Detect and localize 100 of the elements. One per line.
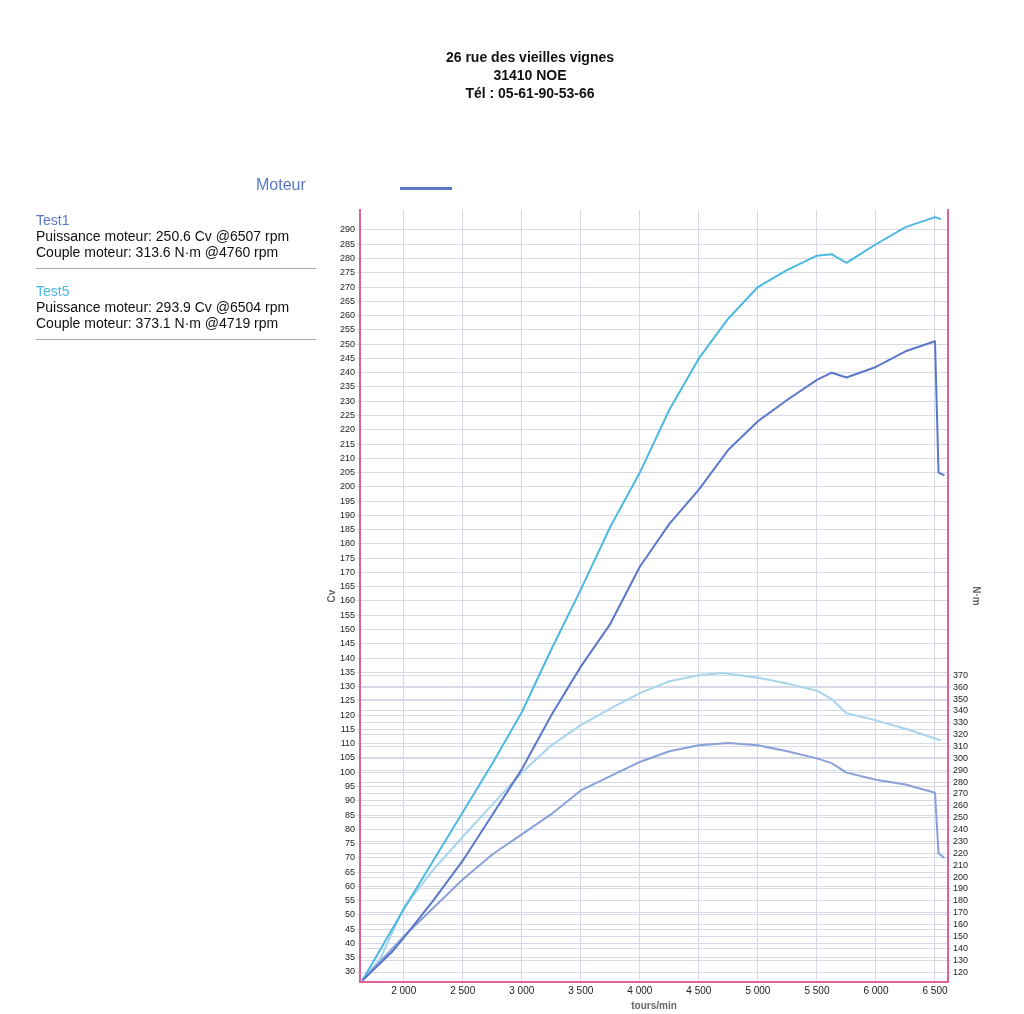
x-tick-label: 5 000 bbox=[745, 984, 771, 996]
y2-tick-label: 170 bbox=[952, 907, 969, 918]
y2-tick-label: 150 bbox=[952, 930, 969, 941]
x-axis-title: tours/min bbox=[631, 999, 677, 1011]
y-tick-label: 285 bbox=[339, 238, 356, 249]
y-tick-label: 240 bbox=[339, 367, 356, 378]
y-tick-label: 60 bbox=[345, 880, 356, 891]
x-tick-label: 2 500 bbox=[450, 984, 476, 996]
y-tick-label: 80 bbox=[345, 823, 356, 834]
y2-tick-label: 120 bbox=[952, 966, 969, 977]
y-tick-label: 180 bbox=[339, 538, 356, 549]
y-tick-label: 245 bbox=[339, 352, 356, 363]
y-axis-title: Cv bbox=[325, 589, 337, 603]
y-tick-label: 220 bbox=[339, 424, 356, 435]
y-tick-label: 225 bbox=[339, 409, 356, 420]
y-tick-label: 275 bbox=[339, 267, 356, 278]
y-tick-label: 105 bbox=[339, 752, 356, 763]
y2-tick-label: 220 bbox=[952, 847, 969, 858]
y-tick-label: 95 bbox=[345, 780, 356, 791]
y2-tick-label: 270 bbox=[952, 788, 969, 799]
x-tick-label: 6 500 bbox=[922, 984, 948, 996]
y-tick-label: 175 bbox=[339, 552, 356, 563]
y2-tick-label: 250 bbox=[952, 812, 969, 823]
y2-tick-label: 310 bbox=[952, 740, 969, 751]
y-tick-label: 115 bbox=[340, 723, 356, 734]
y-tick-label: 195 bbox=[339, 495, 356, 506]
y-tick-label: 70 bbox=[345, 852, 356, 863]
y2-tick-label: 290 bbox=[952, 764, 969, 775]
x-tick-label: 5 500 bbox=[804, 984, 830, 996]
y2-tick-label: 140 bbox=[952, 942, 969, 953]
x-tick-label: 4 000 bbox=[627, 984, 653, 996]
y2-tick-label: 260 bbox=[952, 800, 969, 811]
y2-tick-label: 350 bbox=[952, 693, 969, 704]
x-tick-label: 3 500 bbox=[568, 984, 594, 996]
y2-axis-title: N·m bbox=[971, 586, 983, 606]
y-tick-label: 140 bbox=[339, 652, 356, 663]
y-tick-label: 250 bbox=[339, 338, 356, 349]
y2-tick-label: 370 bbox=[952, 669, 969, 680]
x-tick-label: 3 000 bbox=[509, 984, 535, 996]
y-tick-label: 130 bbox=[339, 681, 356, 692]
y-tick-label: 90 bbox=[345, 795, 356, 806]
y2-tick-label: 230 bbox=[952, 835, 969, 846]
y-tick-label: 55 bbox=[345, 895, 356, 906]
y-tick-label: 75 bbox=[345, 838, 356, 849]
y2-tick-label: 300 bbox=[952, 752, 969, 763]
y2-tick-label: 320 bbox=[952, 729, 969, 740]
y-tick-label: 145 bbox=[339, 638, 356, 649]
y2-tick-label: 340 bbox=[952, 705, 969, 716]
y2-tick-label: 280 bbox=[952, 776, 969, 787]
y-tick-label: 135 bbox=[339, 666, 356, 677]
text: Test5 bbox=[36, 283, 71, 299]
y-tick-label: 185 bbox=[339, 524, 356, 535]
y-tick-label: 265 bbox=[339, 295, 356, 306]
y-tick-label: 160 bbox=[339, 595, 356, 606]
y-tick-label: 100 bbox=[339, 766, 356, 777]
text: Test1 bbox=[36, 212, 71, 228]
y-tick-label: 280 bbox=[339, 253, 356, 263]
y2-tick-label: 240 bbox=[952, 824, 969, 835]
y-tick-label: 270 bbox=[339, 281, 356, 292]
y-tick-label: 210 bbox=[339, 452, 356, 463]
y-tick-label: 45 bbox=[345, 923, 356, 934]
y-tick-label: 125 bbox=[339, 695, 356, 706]
y-tick-label: 170 bbox=[339, 566, 356, 577]
x-tick-label: 2 000 bbox=[391, 984, 417, 996]
y2-tick-label: 330 bbox=[952, 717, 969, 728]
y-tick-label: 190 bbox=[339, 509, 356, 520]
x-tick-label: 4 500 bbox=[686, 984, 712, 996]
y2-tick-label: 130 bbox=[952, 954, 969, 965]
y2-tick-label: 190 bbox=[952, 883, 969, 894]
y2-tick-label: 160 bbox=[952, 919, 969, 930]
y2-tick-label: 200 bbox=[952, 871, 969, 882]
y-tick-label: 230 bbox=[339, 395, 356, 406]
y-tick-label: 35 bbox=[345, 952, 356, 963]
y-tick-label: 165 bbox=[339, 581, 356, 592]
text: Puissance moteur: 293.9 Cv @6504 rpm bbox=[36, 299, 291, 315]
text: Puissance moteur: 250.6 Cv @6507 rpm bbox=[36, 228, 291, 244]
y2-tick-label: 360 bbox=[952, 681, 969, 692]
text: Couple moteur: 373.1 N·m @4719 rpm bbox=[36, 315, 280, 331]
y-tick-label: 30 bbox=[345, 966, 356, 977]
text: Couple moteur: 313.6 N·m @4760 rpm bbox=[36, 244, 280, 260]
y-tick-label: 40 bbox=[345, 937, 356, 948]
chart-title: Moteur bbox=[256, 176, 306, 194]
y-tick-label: 200 bbox=[339, 481, 356, 492]
y-tick-label: 235 bbox=[339, 381, 356, 392]
y2-tick-label: 210 bbox=[952, 859, 969, 870]
y-tick-label: 290 bbox=[339, 224, 356, 235]
y-tick-label: 150 bbox=[339, 624, 356, 635]
y-tick-label: 260 bbox=[339, 310, 356, 321]
y-tick-label: 215 bbox=[339, 438, 356, 449]
x-tick-label: 6 000 bbox=[863, 984, 889, 996]
y-tick-label: 205 bbox=[339, 467, 356, 478]
y-tick-label: 65 bbox=[345, 866, 356, 877]
y-tick-label: 120 bbox=[339, 709, 356, 720]
y-tick-label: 255 bbox=[339, 324, 356, 335]
chart-subtitle: 26 rue des vieilles vignes 31410 NOE Tél : 05-61-90-53-66 bbox=[444, 48, 616, 102]
y-tick-label: 85 bbox=[345, 809, 356, 820]
y-tick-label: 50 bbox=[345, 909, 356, 920]
y-tick-label: 110 bbox=[340, 738, 356, 749]
y2-tick-label: 180 bbox=[952, 895, 969, 906]
y-tick-label: 155 bbox=[339, 609, 356, 620]
